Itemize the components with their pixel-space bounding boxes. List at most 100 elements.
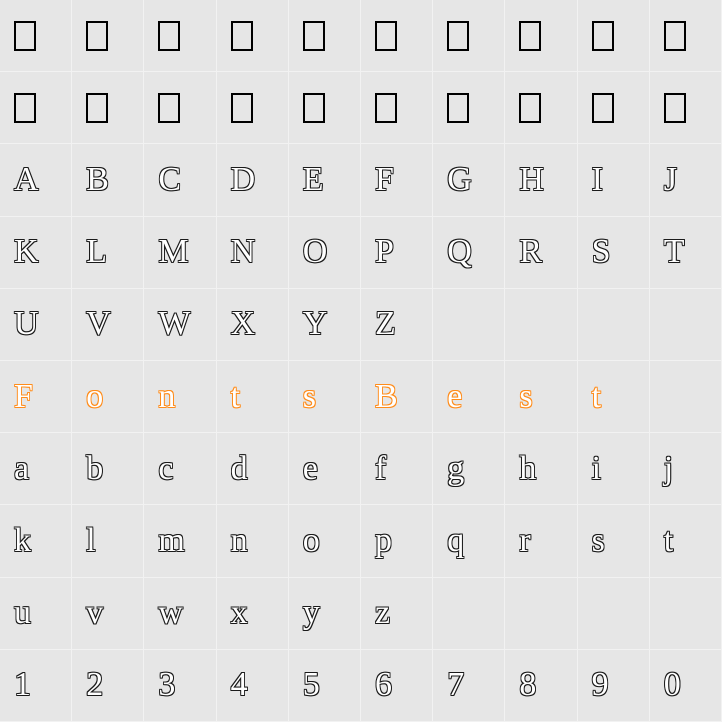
glyph-char: Y — [303, 307, 328, 341]
glyph-cell: R — [505, 217, 577, 289]
glyph-cell — [289, 72, 361, 144]
glyph-cell: X — [217, 289, 289, 361]
glyph-char: N — [231, 235, 256, 269]
glyph-char: o — [303, 524, 320, 558]
glyph-cell: a — [0, 433, 72, 505]
glyph-cell: V — [72, 289, 144, 361]
glyph-cell: D — [217, 144, 289, 216]
glyph-cell: n — [217, 505, 289, 577]
missing-glyph-icon — [303, 93, 325, 123]
missing-glyph-icon — [519, 93, 541, 123]
glyph-cell — [578, 578, 650, 650]
glyph-cell — [144, 0, 216, 72]
glyph-cell: g — [433, 433, 505, 505]
glyph-char: t — [231, 380, 240, 414]
missing-glyph-icon — [447, 93, 469, 123]
glyph-cell: i — [578, 433, 650, 505]
glyph-cell — [433, 578, 505, 650]
glyph-char: x — [231, 596, 248, 630]
glyph-cell: t — [217, 361, 289, 433]
glyph-cell — [0, 0, 72, 72]
glyph-char: t — [664, 524, 673, 558]
glyph-char: j — [664, 452, 673, 486]
glyph-cell: A — [0, 144, 72, 216]
glyph-cell: M — [144, 217, 216, 289]
glyph-char: s — [592, 524, 605, 558]
glyph-char: K — [14, 235, 39, 269]
glyph-char: c — [158, 452, 173, 486]
glyph-char: T — [664, 235, 685, 269]
glyph-cell: H — [505, 144, 577, 216]
missing-glyph-icon — [664, 93, 686, 123]
glyph-cell: T — [650, 217, 722, 289]
glyph-char: s — [519, 380, 532, 414]
glyph-cell: t — [578, 361, 650, 433]
glyph-cell: 8 — [505, 650, 577, 722]
glyph-cell: 7 — [433, 650, 505, 722]
glyph-cell — [72, 0, 144, 72]
glyph-cell: J — [650, 144, 722, 216]
glyph-char: y — [303, 596, 320, 630]
glyph-cell — [650, 289, 722, 361]
glyph-char: J — [664, 163, 677, 197]
glyph-cell — [433, 0, 505, 72]
glyph-cell: c — [144, 433, 216, 505]
glyph-cell: Y — [289, 289, 361, 361]
glyph-cell: S — [578, 217, 650, 289]
glyph-char: e — [303, 452, 318, 486]
glyph-char: b — [86, 452, 103, 486]
glyph-char: O — [303, 235, 328, 269]
missing-glyph-icon — [14, 93, 36, 123]
glyph-char: w — [158, 596, 183, 630]
glyph-char: 8 — [519, 668, 536, 702]
glyph-char: z — [375, 596, 390, 630]
glyph-char: 6 — [375, 668, 392, 702]
glyph-cell: p — [361, 505, 433, 577]
glyph-cell — [361, 0, 433, 72]
glyph-char: 0 — [664, 668, 681, 702]
glyph-char: G — [447, 163, 472, 197]
glyph-cell: L — [72, 217, 144, 289]
glyph-cell: 0 — [650, 650, 722, 722]
glyph-cell — [650, 361, 722, 433]
glyph-char: r — [519, 524, 530, 558]
glyph-cell: e — [433, 361, 505, 433]
glyph-cell — [505, 72, 577, 144]
glyph-char: k — [14, 524, 31, 558]
glyph-cell — [650, 578, 722, 650]
glyph-char: v — [86, 596, 103, 630]
missing-glyph-icon — [375, 93, 397, 123]
glyph-char: W — [158, 307, 190, 341]
glyph-cell: h — [505, 433, 577, 505]
glyph-cell — [433, 72, 505, 144]
glyph-cell — [144, 72, 216, 144]
glyph-cell: m — [144, 505, 216, 577]
glyph-char: d — [231, 452, 248, 486]
glyph-cell — [650, 0, 722, 72]
glyph-cell: q — [433, 505, 505, 577]
missing-glyph-icon — [158, 93, 180, 123]
glyph-cell: K — [0, 217, 72, 289]
missing-glyph-icon — [375, 21, 397, 51]
glyph-char: g — [447, 452, 464, 486]
glyph-cell — [72, 72, 144, 144]
glyph-cell: Z — [361, 289, 433, 361]
glyph-char: n — [158, 380, 175, 414]
glyph-char: Q — [447, 235, 472, 269]
glyph-char: P — [375, 235, 394, 269]
glyph-char: a — [14, 452, 29, 486]
missing-glyph-icon — [231, 21, 253, 51]
glyph-char: L — [86, 235, 107, 269]
glyph-char: S — [592, 235, 611, 269]
glyph-cell: s — [289, 361, 361, 433]
glyph-cell: F — [0, 361, 72, 433]
missing-glyph-icon — [447, 21, 469, 51]
glyph-cell: b — [72, 433, 144, 505]
glyph-char: f — [375, 452, 386, 486]
missing-glyph-icon — [592, 21, 614, 51]
glyph-char: D — [231, 163, 256, 197]
glyph-cell: s — [578, 505, 650, 577]
glyph-cell: z — [361, 578, 433, 650]
glyph-cell: G — [433, 144, 505, 216]
glyph-cell: N — [217, 217, 289, 289]
